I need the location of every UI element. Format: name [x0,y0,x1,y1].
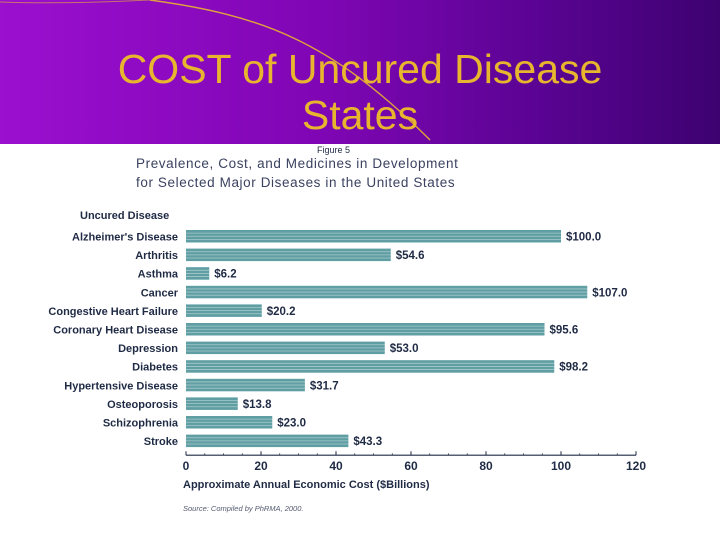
x-tick-label: 100 [551,459,571,473]
slide-title: COST of Uncured Disease States [117,46,603,138]
value-label: $20.2 [267,306,296,318]
value-label: $107.0 [592,287,627,299]
header-swoosh [0,0,431,141]
slide-header: COST of Uncured Disease States [0,0,720,144]
bar [186,304,262,317]
category-label: Osteoporosis [107,399,178,411]
x-tick-label: 0 [183,459,190,473]
x-tick-label: 120 [626,459,646,473]
category-label: Schizophrenia [103,418,179,430]
value-label: $54.6 [396,250,425,262]
category-label: Coronary Heart Disease [53,325,178,337]
bars [186,230,588,448]
tick-labels: 0 20 40 60 80 100 120 [183,459,647,473]
category-label: Alzheimer's Disease [72,232,178,244]
bar [186,341,385,355]
value-label: $13.8 [243,399,272,411]
category-labels: Alzheimer's Disease Arthritis Asthma Cancer… [48,232,178,449]
source-note: Source: Compiled by PhRMA, 2000. [183,504,303,513]
bar [186,285,588,299]
value-label: $6.2 [214,269,236,281]
value-label: $43.3 [353,436,382,448]
category-label: Arthritis [135,250,178,262]
value-labels: $100.0 $54.6 $6.2 $107.0 $20.2 $95.6 $53.0 $98.… [214,232,627,449]
category-label: Depression [118,343,178,355]
figure-title-line1: Prevalence, Cost, and Medicines in Devel… [136,156,459,171]
chart: Figure 5 Prevalence, Cost, and Medicines… [48,145,647,513]
x-tick-label: 60 [404,459,418,473]
x-tick-label: 40 [329,459,343,473]
value-label: $23.0 [277,418,306,430]
bar [186,248,391,262]
x-tick-label: 20 [254,459,268,473]
x-tick-label: 80 [479,459,493,473]
bar [186,267,210,280]
bar [186,378,305,392]
value-label: $31.7 [310,380,339,392]
category-label: Congestive Heart Failure [48,306,178,318]
bar [186,397,238,410]
x-axis-title: Approximate Annual Economic Cost ($Billi… [183,479,430,491]
figure-caption: Figure 5 [317,145,350,155]
value-label: $95.6 [550,325,579,337]
category-header: Uncured Disease [80,210,169,222]
category-label: Stroke [144,436,178,448]
value-label: $100.0 [566,232,601,244]
bar [186,360,555,373]
value-label: $98.2 [559,362,588,374]
bar [186,434,349,448]
x-axis [185,451,637,456]
value-label: $53.0 [390,343,419,355]
category-label: Diabetes [132,362,178,374]
figure-title-line2: for Selected Major Diseases in the Unite… [136,175,455,190]
bar [186,416,273,429]
bar [186,230,561,243]
bar [186,323,545,336]
category-label: Asthma [138,269,179,281]
category-label: Cancer [141,287,179,299]
category-label: Hypertensive Disease [64,380,178,392]
